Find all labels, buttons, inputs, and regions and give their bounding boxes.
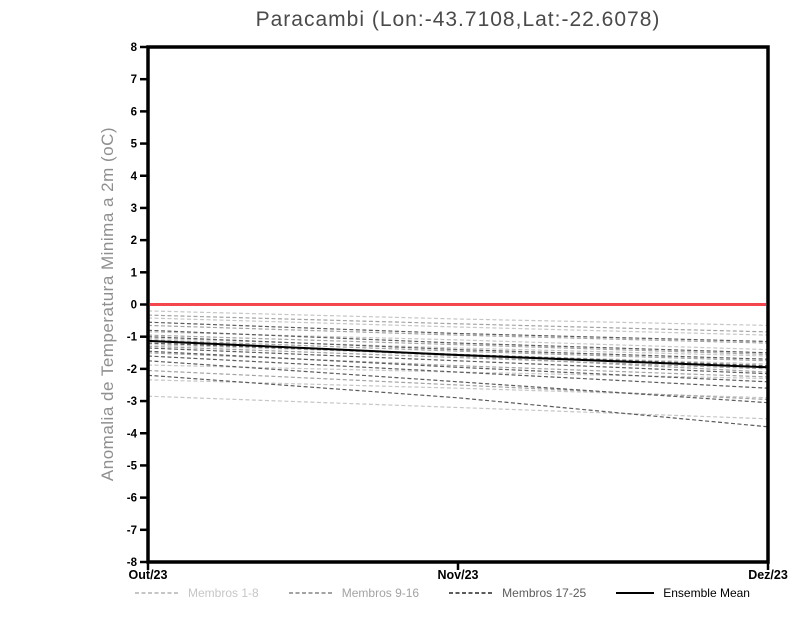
svg-text:Dez/23: Dez/23 (748, 568, 788, 582)
svg-text:-2: -2 (127, 364, 137, 376)
svg-text:Out/23: Out/23 (129, 568, 168, 582)
svg-text:-4: -4 (127, 428, 138, 440)
svg-text:-7: -7 (127, 525, 137, 537)
svg-text:3: 3 (131, 203, 137, 215)
svg-text:6: 6 (131, 106, 137, 118)
svg-text:7: 7 (131, 74, 137, 86)
legend-item-membros-1-8: Membros 1-8 (135, 586, 259, 600)
svg-text:-6: -6 (127, 493, 137, 505)
svg-text:4: 4 (131, 171, 138, 183)
dashed-line-sample (288, 592, 333, 594)
svg-text:-1: -1 (127, 332, 138, 344)
svg-text:8: 8 (131, 42, 138, 54)
solid-line-sample (616, 592, 655, 594)
svg-text:1: 1 (131, 267, 138, 279)
svg-text:-5: -5 (127, 460, 138, 472)
legend-item-membros-9-16: Membros 9-16 (288, 586, 420, 600)
svg-text:-3: -3 (127, 396, 137, 408)
legend-label: Membros 17-25 (502, 586, 587, 600)
legend-label: Membros 1-8 (188, 586, 259, 600)
legend-item-membros-17-25: Membros 17-25 (449, 586, 586, 600)
svg-text:0: 0 (131, 300, 137, 312)
legend-label: Ensemble Mean (663, 586, 750, 600)
dashed-line-sample (449, 592, 494, 594)
svg-text:2: 2 (131, 235, 137, 247)
legend-label: Membros 9-16 (341, 586, 420, 600)
svg-text:Nov/23: Nov/23 (438, 568, 479, 582)
chart-title: Paracambi (Lon:-43.7108,Lat:-22.6078) (255, 8, 661, 31)
dashed-line-sample (135, 592, 179, 594)
legend-item-ensemble-mean: Ensemble Mean (616, 586, 750, 600)
legend: Membros 1-8 Membros 9-16 Membros 17-25 E… (135, 586, 750, 600)
svg-text:-8: -8 (127, 557, 138, 569)
svg-text:5: 5 (131, 139, 138, 151)
